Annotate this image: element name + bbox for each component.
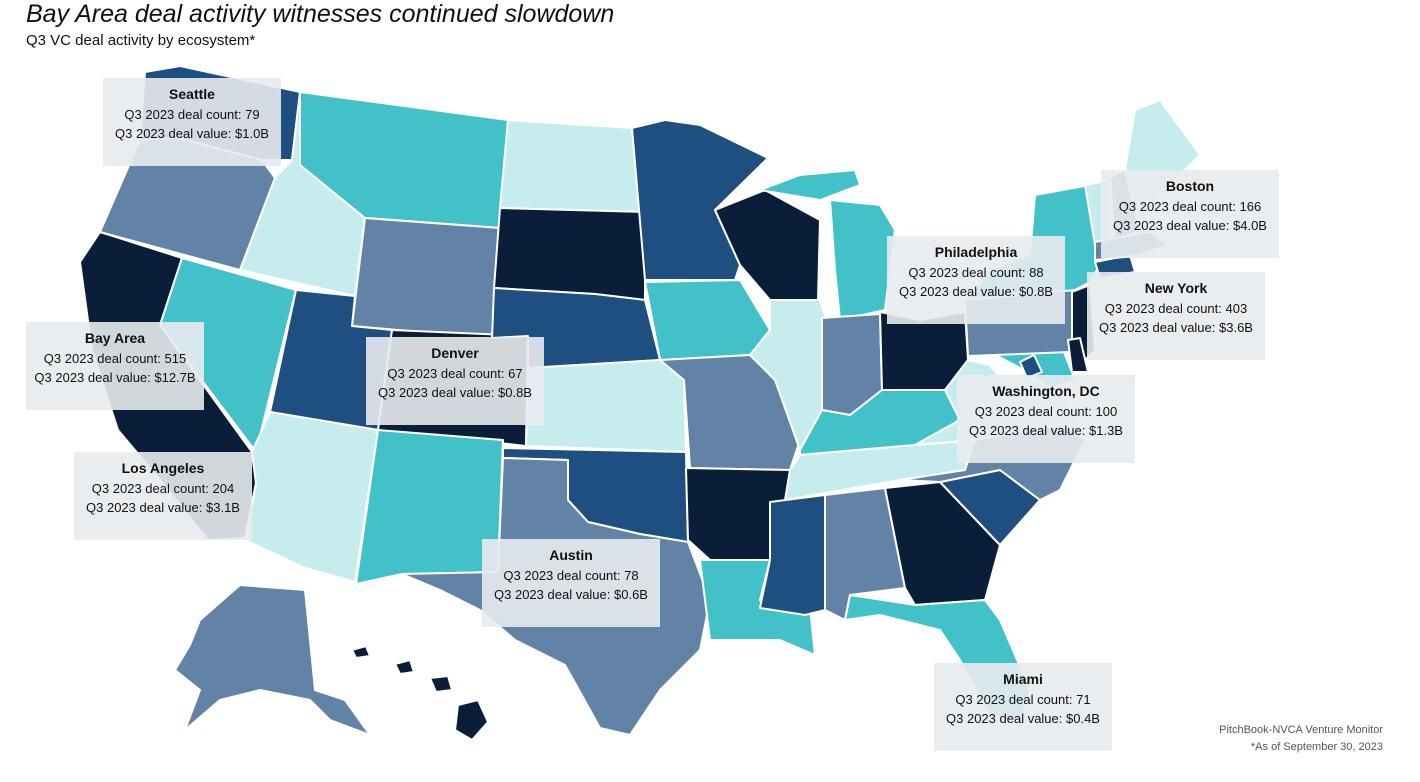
footnote: *As of September 30, 2023 (1250, 741, 1383, 753)
callout-value: Q3 2023 deal value: $3.1B (86, 500, 240, 515)
callout-bay-area: Bay Area Q3 2023 deal count: 515 Q3 2023… (26, 322, 204, 410)
callout-seattle: Seattle Q3 2023 deal count: 79 Q3 2023 d… (103, 78, 281, 166)
callout-name: Miami (1003, 671, 1043, 687)
callout-value: Q3 2023 deal value: $3.6B (1099, 320, 1253, 335)
callout-value: Q3 2023 deal value: $12.7B (34, 370, 196, 385)
state-delaware (1067, 337, 1089, 373)
callout-value: Q3 2023 deal value: $1.0B (115, 126, 269, 141)
callout-name: Los Angeles (121, 460, 205, 476)
callout-miami: Miami Q3 2023 deal count: 71 Q3 2023 dea… (934, 663, 1112, 751)
state-alaska (174, 584, 371, 736)
callout-name: Washington, DC (992, 383, 1100, 399)
callout-boston: Boston Q3 2023 deal count: 166 Q3 2023 d… (1101, 170, 1279, 258)
callout-count: Q3 2023 deal count: 100 (974, 404, 1118, 419)
state-hawaii-oahu (394, 659, 415, 675)
state-south-dakota (493, 207, 646, 301)
callout-austin: Austin Q3 2023 deal count: 78 Q3 2023 de… (482, 539, 660, 627)
callout-los-angeles: Los Angeles Q3 2023 deal count: 204 Q3 2… (74, 452, 252, 540)
callout-value: Q3 2023 deal value: $0.4B (946, 711, 1100, 726)
chart-subtitle: Q3 VC deal activity by ecosystem* (26, 32, 256, 49)
callout-count: Q3 2023 deal count: 515 (43, 351, 187, 366)
callout-washington-dc: Washington, DC Q3 2023 deal count: 100 Q… (957, 375, 1135, 463)
callout-denver: Denver Q3 2023 deal count: 67 Q3 2023 de… (366, 337, 544, 425)
callout-count: Q3 2023 deal count: 79 (124, 107, 260, 122)
callout-new-york: New York Q3 2023 deal count: 403 Q3 2023… (1087, 272, 1265, 360)
callout-name: Bay Area (84, 330, 146, 346)
callout-name: Austin (549, 547, 593, 563)
callout-name: Denver (431, 345, 479, 361)
state-michigan (829, 199, 896, 321)
source-credit: PitchBook-NVCA Venture Monitor (1219, 724, 1383, 736)
callout-count: Q3 2023 deal count: 204 (91, 481, 235, 496)
callout-count: Q3 2023 deal count: 88 (908, 265, 1044, 280)
callout-name: Philadelphia (934, 244, 1018, 260)
state-hawaii-kauai (351, 645, 371, 659)
state-arizona (244, 411, 379, 583)
state-iowa (644, 279, 771, 361)
callout-value: Q3 2023 deal value: $0.8B (378, 385, 532, 400)
callout-value: Q3 2023 deal value: $4.0B (1113, 218, 1267, 233)
callout-count: Q3 2023 deal count: 67 (387, 366, 523, 381)
callout-name: Boston (1165, 178, 1215, 194)
state-north-dakota (499, 119, 646, 213)
state-michigan-up (759, 169, 861, 201)
state-wyoming (351, 217, 501, 339)
chart-title: Bay Area deal activity witnesses continu… (26, 0, 615, 28)
callout-philadelphia: Philadelphia Q3 2023 deal count: 88 Q3 2… (887, 236, 1065, 324)
state-mississippi (759, 494, 826, 616)
callout-count: Q3 2023 deal count: 166 (1118, 199, 1262, 214)
callout-count: Q3 2023 deal count: 403 (1104, 301, 1248, 316)
state-dc (1019, 354, 1043, 379)
state-new-mexico (355, 429, 504, 585)
callout-value: Q3 2023 deal value: $0.8B (899, 284, 1053, 299)
callout-name: New York (1144, 280, 1208, 296)
callout-count: Q3 2023 deal count: 71 (955, 692, 1091, 707)
callout-value: Q3 2023 deal value: $1.3B (969, 423, 1123, 438)
state-hawaii-maui (429, 675, 453, 693)
state-hawaii-big (454, 699, 489, 741)
callout-name: Seattle (169, 86, 215, 102)
callout-value: Q3 2023 deal value: $0.6B (494, 587, 648, 602)
callout-count: Q3 2023 deal count: 78 (503, 568, 639, 583)
state-kansas (525, 359, 687, 453)
